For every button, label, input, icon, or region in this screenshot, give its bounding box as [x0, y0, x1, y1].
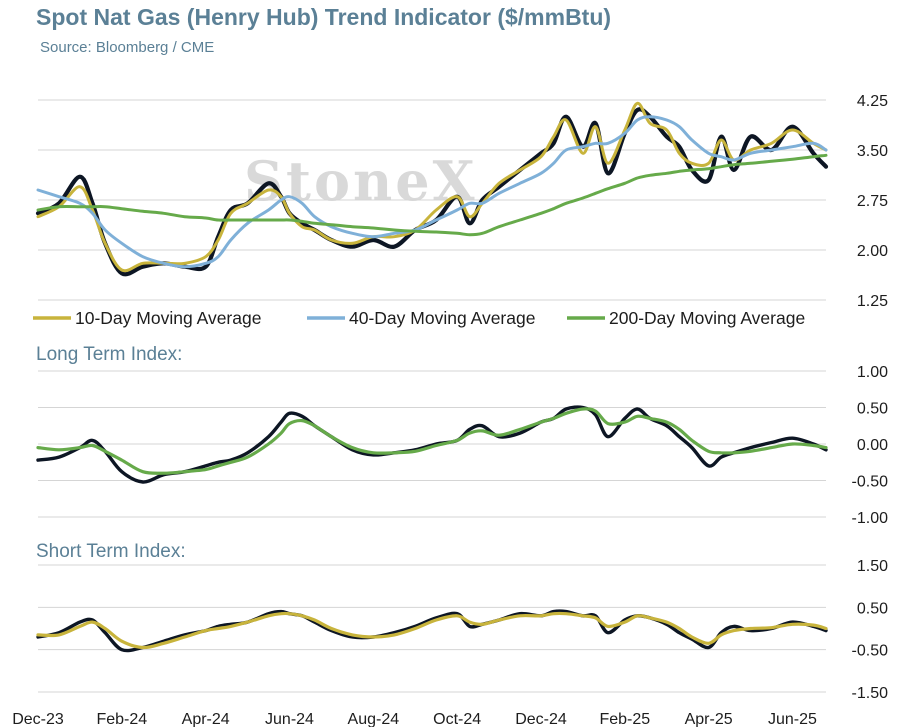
- panel2-series-2-line: [36, 407, 828, 475]
- x-tick-label: Aug-24: [348, 711, 400, 727]
- 10-day-moving-average-line: [36, 101, 828, 273]
- x-tick-label: Dec-23: [12, 711, 64, 727]
- y-tick-label: 1.50: [857, 558, 888, 575]
- legend-item: 10-Day Moving Average: [33, 308, 261, 328]
- x-tick-label: Feb-24: [96, 711, 147, 727]
- legend-label: 10-Day Moving Average: [75, 308, 261, 328]
- y-tick-label: -1.00: [852, 510, 889, 527]
- panel-title-layer: Long Term Index: Short Term Index:: [36, 344, 186, 562]
- price-legend: 10-Day Moving Average 40-Day Moving Avera…: [33, 308, 805, 328]
- legend-item: 40-Day Moving Average: [307, 308, 535, 328]
- y-tick-label: 1.00: [857, 364, 888, 381]
- x-tick-label: Apr-24: [182, 711, 230, 727]
- y-tick-label: 3.50: [857, 143, 888, 160]
- x-tick-label: Jun-25: [768, 711, 817, 727]
- x-tick-label: Feb-25: [599, 711, 650, 727]
- panel-title-long-term: Long Term Index:: [36, 344, 182, 365]
- y-tick-label: -1.50: [852, 685, 889, 702]
- series-layer: [35, 101, 829, 653]
- x-tick-label-layer: Dec-23 Feb-24 Apr-24 Jun-24 Aug-24 Oct-24 Dec-…: [12, 711, 817, 727]
- source-note: Source: Bloomberg / CME: [40, 39, 215, 56]
- y-tick-label-layer: 1.25 2.00 2.75 3.50 4.25 -1.00 -0.50 0.00 0.50 1.…: [852, 93, 889, 702]
- y-tick-label: 0.50: [857, 401, 888, 418]
- 200-day-moving-average-line: [36, 153, 828, 237]
- x-tick-label: Jun-24: [265, 711, 314, 727]
- legend-item: 200-Day Moving Average: [567, 308, 805, 328]
- x-tick-label: Apr-25: [685, 711, 733, 727]
- y-tick-label: 2.00: [857, 243, 888, 260]
- y-tick-label: -0.50: [852, 474, 889, 491]
- page-title: Spot Nat Gas (Henry Hub) Trend Indicator…: [36, 4, 612, 30]
- panel-title-short-term: Short Term Index:: [36, 541, 186, 562]
- x-tick-label: Dec-24: [515, 711, 567, 727]
- y-tick-label: 4.25: [857, 93, 888, 110]
- panel2-series-1-line: [36, 405, 828, 484]
- panel3-series-1-line: [36, 609, 828, 653]
- y-tick-label: 1.25: [857, 293, 888, 310]
- x-tick-label: Oct-24: [433, 711, 481, 727]
- grid-layer: [38, 99, 826, 693]
- y-tick-label: -0.50: [852, 643, 889, 660]
- y-tick-label: 0.50: [857, 600, 888, 617]
- y-tick-label: 2.75: [857, 193, 888, 210]
- legend-label: 40-Day Moving Average: [349, 308, 535, 328]
- 40-day-moving-average-line: [36, 115, 828, 269]
- legend-label: 200-Day Moving Average: [609, 308, 805, 328]
- panel3-series-2-line: [36, 611, 828, 650]
- y-tick-label: 0.00: [857, 437, 888, 454]
